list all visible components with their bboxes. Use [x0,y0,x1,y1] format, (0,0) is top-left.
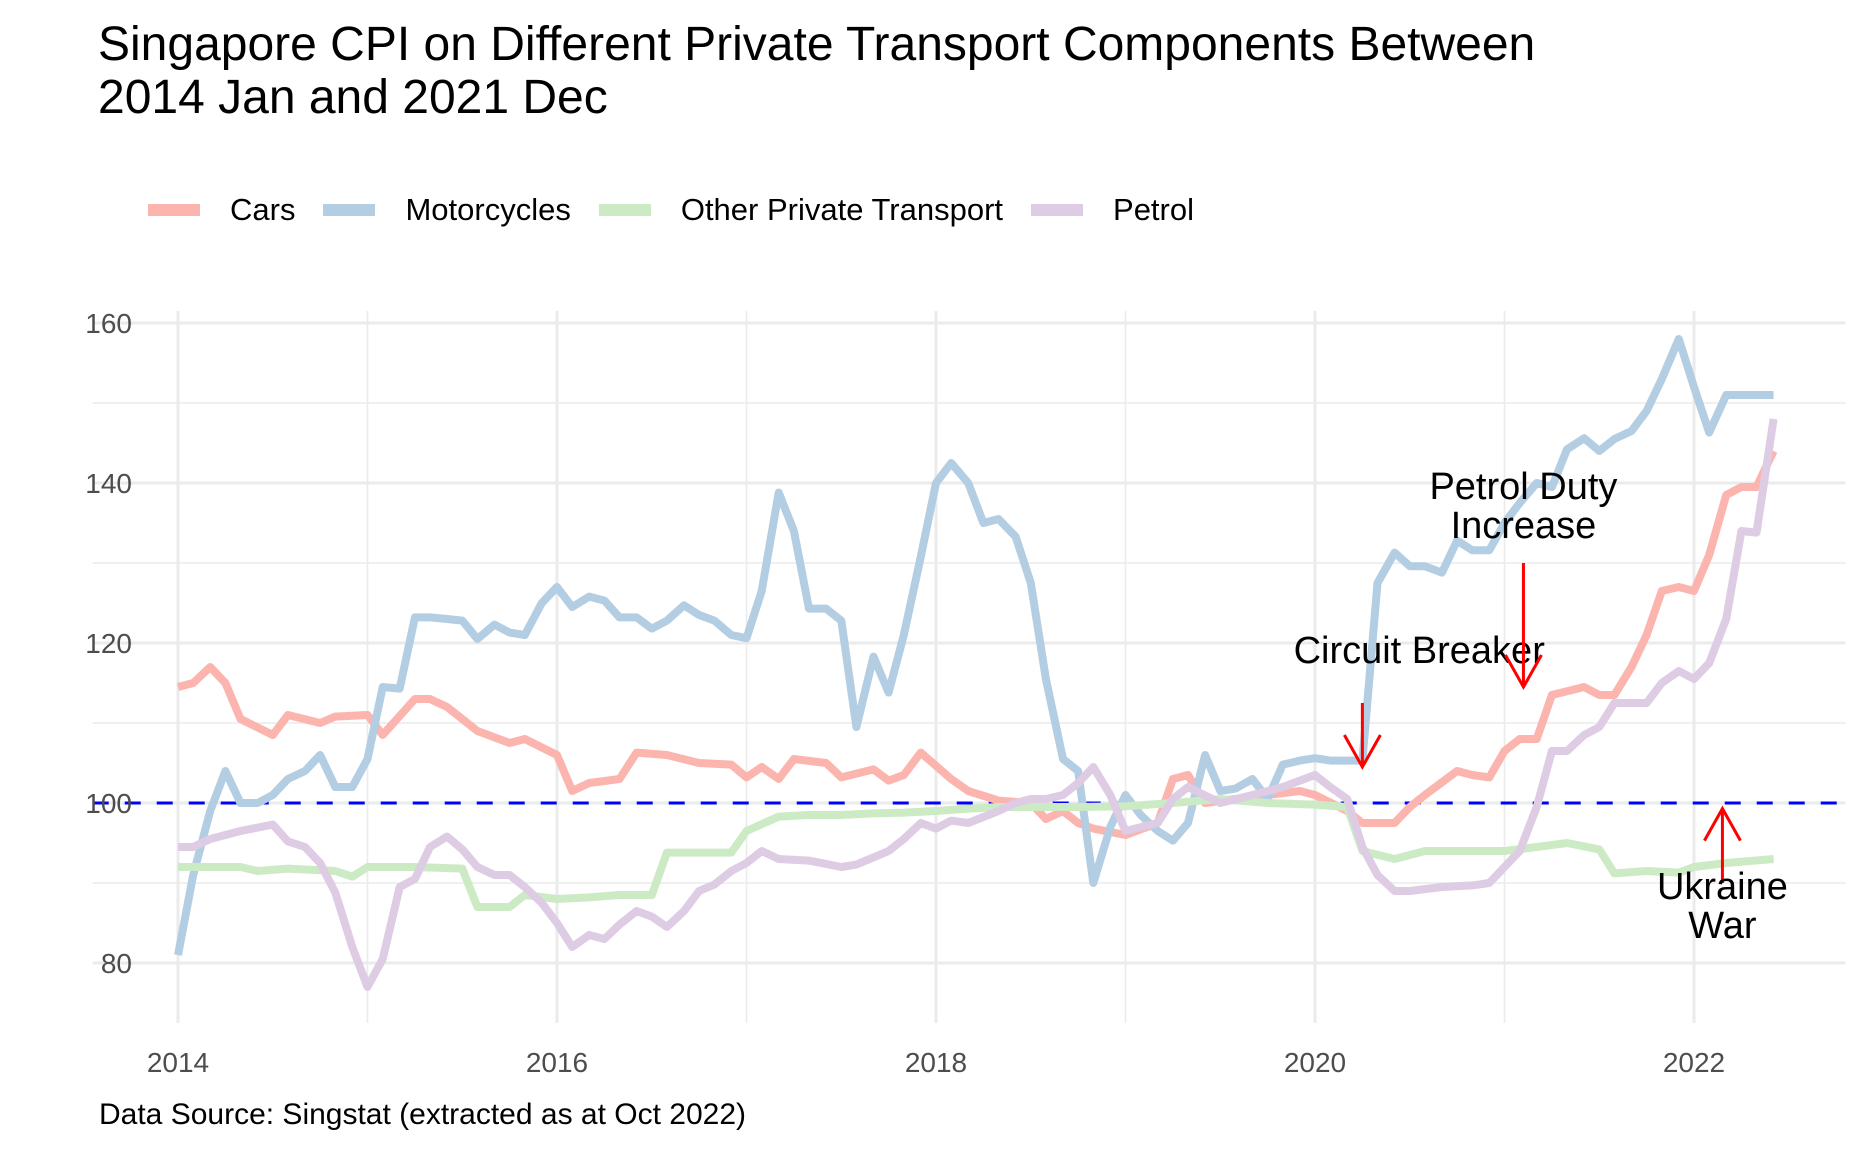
x-tick-label: 2022 [1663,1047,1725,1078]
series-line-motorcycles [174,335,1774,956]
legend-item-other-private-transport: Other Private Transport [598,192,1004,228]
y-tick-label: 120 [85,628,132,659]
chart-title-line-1: Singapore CPI on Different Private Trans… [98,18,1536,71]
legend-item-petrol: Petrol [1031,192,1194,228]
chart-title-line-2: 2014 Jan and 2021 Dec [98,71,608,124]
legend-label-petrol: Petrol [1113,192,1194,227]
annotation-arrowhead-petrol-duty-increase [1504,654,1543,691]
legend-label-motorcycles: Motorcycles [405,192,571,227]
x-tick-label: 2016 [526,1047,588,1078]
legend-key-cars [148,204,200,216]
legend-item-motorcycles: Motorcycles [323,192,571,228]
y-tick-label: 140 [85,468,132,499]
y-tick-label: 100 [85,788,132,819]
annotation-label-petrol-duty-increase: Petrol Duty [1429,466,1617,508]
series-lines [174,335,1778,991]
data-source-caption: Data Source: Singstat (extracted as at O… [99,1098,746,1131]
y-tick-label: 80 [101,948,132,979]
y-tick-label: 160 [85,308,132,339]
legend-key-other-private-transport [598,204,651,216]
annotation-label-petrol-duty-increase: Increase [1451,505,1597,547]
legend-key-petrol [1031,204,1084,216]
legend-label-cars: Cars [230,192,296,227]
y-axis-tick-labels: 80 100 120 140 160 [85,308,132,979]
series-line-petrol [178,418,1778,991]
annotation-label-ukraine-war: Ukraine [1657,866,1788,908]
annotation-arrowhead-ukraine-war [1703,805,1742,842]
legend-label-other-private-transport: Other Private Transport [680,192,1004,227]
chart-title: Singapore CPI on Different Private Trans… [98,18,1535,124]
series-line-other-private-transport [178,795,1774,911]
legend-item-cars: Cars [148,192,295,228]
annotation-label-circuit-breaker: Circuit Breaker [1294,630,1546,672]
x-axis-tick-labels: 2014 2016 2018 2020 2022 [147,1047,1725,1078]
annotation-arrowhead-circuit-breaker [1343,734,1382,771]
x-tick-label: 2014 [147,1047,209,1078]
grid [92,311,1846,1023]
annotation-label-ukraine-war: War [1688,905,1757,947]
legend-key-motorcycles [323,204,376,216]
x-tick-label: 2018 [905,1047,967,1078]
legend: Cars Motorcycles Other Private Transport… [148,188,1222,232]
x-tick-label: 2020 [1284,1047,1346,1078]
